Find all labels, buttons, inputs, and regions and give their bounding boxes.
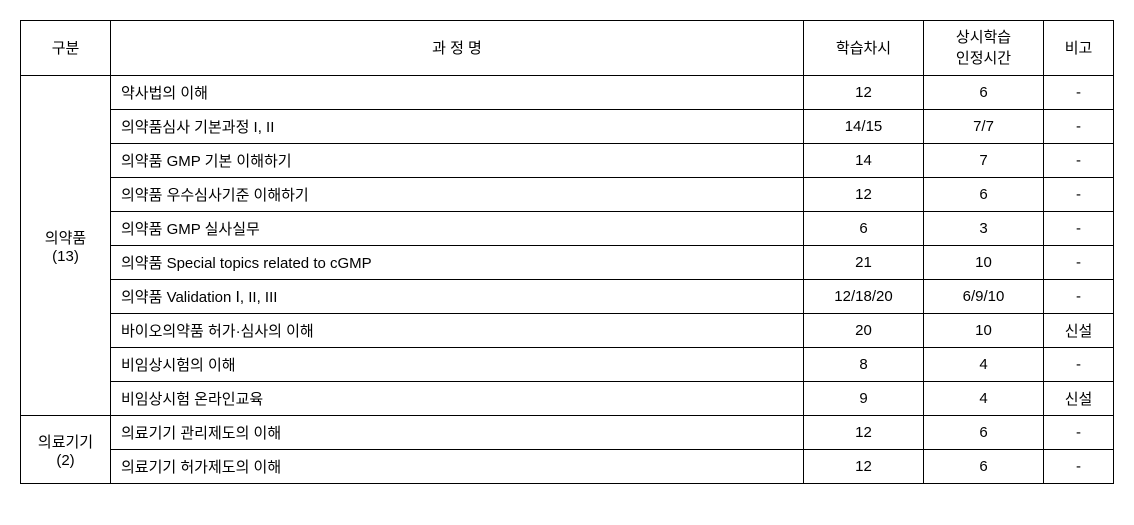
hours-cell: 12 [804,416,924,450]
category-label: 의료기기 [29,431,102,452]
header-note: 비고 [1044,21,1114,76]
hours-cell: 20 [804,314,924,348]
table-header-row: 구분 과 정 명 학습차시 상시학습 인정시간 비고 [21,21,1114,76]
table-row: 의료기기 허가제도의 이해126- [21,450,1114,484]
header-credit-line1: 상시학습 [932,27,1035,48]
hours-cell: 12/18/20 [804,280,924,314]
hours-cell: 9 [804,382,924,416]
table-row: 의약품 Special topics related to cGMP2110- [21,246,1114,280]
course-table-container: 구분 과 정 명 학습차시 상시학습 인정시간 비고 의약품(13)약사법의 이… [20,20,1114,484]
credit-cell: 10 [924,314,1044,348]
table-row: 의약품 우수심사기준 이해하기126- [21,178,1114,212]
category-cell: 의료기기(2) [21,416,111,484]
credit-cell: 3 [924,212,1044,246]
course-name-cell: 비임상시험 온라인교육 [111,382,804,416]
category-count: (2) [29,452,102,469]
course-name-cell: 의약품 우수심사기준 이해하기 [111,178,804,212]
category-cell: 의약품(13) [21,76,111,416]
hours-cell: 12 [804,178,924,212]
credit-cell: 7 [924,144,1044,178]
note-cell: - [1044,110,1114,144]
note-cell: 신설 [1044,314,1114,348]
header-credit: 상시학습 인정시간 [924,21,1044,76]
note-cell: - [1044,280,1114,314]
note-cell: - [1044,144,1114,178]
credit-cell: 4 [924,348,1044,382]
hours-cell: 12 [804,450,924,484]
table-row: 의약품심사 기본과정 I, II14/157/7- [21,110,1114,144]
course-name-cell: 약사법의 이해 [111,76,804,110]
note-cell: - [1044,212,1114,246]
course-name-cell: 의약품심사 기본과정 I, II [111,110,804,144]
note-cell: - [1044,348,1114,382]
course-name-cell: 의료기기 관리제도의 이해 [111,416,804,450]
table-row: 의료기기(2)의료기기 관리제도의 이해126- [21,416,1114,450]
note-cell: - [1044,246,1114,280]
credit-cell: 6 [924,76,1044,110]
credit-cell: 6 [924,416,1044,450]
note-cell: - [1044,178,1114,212]
hours-cell: 14/15 [804,110,924,144]
credit-cell: 4 [924,382,1044,416]
note-cell: - [1044,76,1114,110]
note-cell: 신설 [1044,382,1114,416]
table-row: 의약품(13)약사법의 이해126- [21,76,1114,110]
note-cell: - [1044,416,1114,450]
header-category: 구분 [21,21,111,76]
course-name-cell: 의약품 Special topics related to cGMP [111,246,804,280]
hours-cell: 12 [804,76,924,110]
credit-cell: 7/7 [924,110,1044,144]
header-credit-line2: 인정시간 [932,48,1035,69]
table-row: 의약품 GMP 실사실무63- [21,212,1114,246]
hours-cell: 6 [804,212,924,246]
table-row: 의약품 GMP 기본 이해하기147- [21,144,1114,178]
table-row: 의약품 Validation Ⅰ, II, III12/18/206/9/10- [21,280,1114,314]
category-label: 의약품 [29,227,102,248]
hours-cell: 8 [804,348,924,382]
course-name-cell: 비임상시험의 이해 [111,348,804,382]
credit-cell: 6/9/10 [924,280,1044,314]
course-name-cell: 의약품 Validation Ⅰ, II, III [111,280,804,314]
table-body: 의약품(13)약사법의 이해126-의약품심사 기본과정 I, II14/157… [21,76,1114,484]
credit-cell: 10 [924,246,1044,280]
header-course: 과 정 명 [111,21,804,76]
note-cell: - [1044,450,1114,484]
table-row: 비임상시험의 이해84- [21,348,1114,382]
header-hours: 학습차시 [804,21,924,76]
hours-cell: 14 [804,144,924,178]
hours-cell: 21 [804,246,924,280]
course-name-cell: 의약품 GMP 실사실무 [111,212,804,246]
table-row: 비임상시험 온라인교육94신설 [21,382,1114,416]
course-table: 구분 과 정 명 학습차시 상시학습 인정시간 비고 의약품(13)약사법의 이… [20,20,1114,484]
credit-cell: 6 [924,450,1044,484]
course-name-cell: 바이오의약품 허가·심사의 이해 [111,314,804,348]
credit-cell: 6 [924,178,1044,212]
table-row: 바이오의약품 허가·심사의 이해2010신설 [21,314,1114,348]
category-count: (13) [29,248,102,265]
course-name-cell: 의약품 GMP 기본 이해하기 [111,144,804,178]
course-name-cell: 의료기기 허가제도의 이해 [111,450,804,484]
